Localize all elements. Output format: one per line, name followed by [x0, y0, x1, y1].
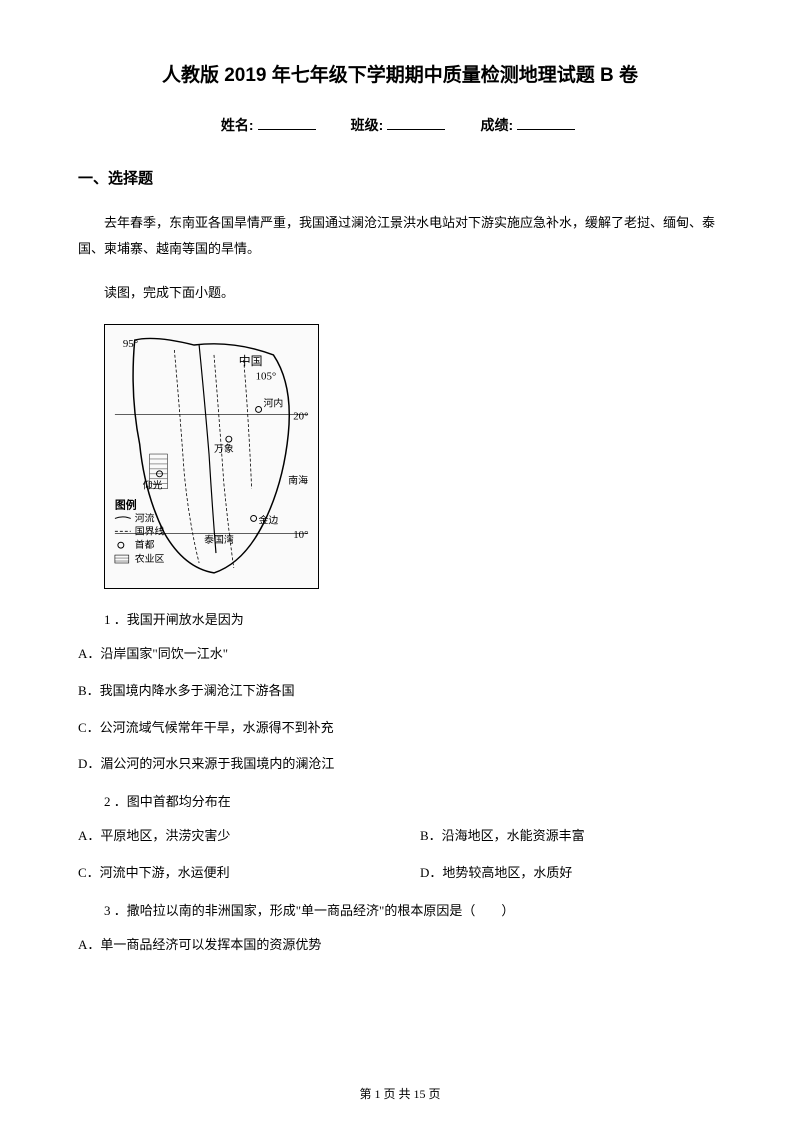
score-blank[interactable] [517, 129, 575, 130]
legend-river-icon [115, 517, 131, 518]
info-row: 姓名: 班级: 成绩: [78, 115, 722, 135]
q3-optA: A．单一商品经济可以发挥本国的资源优势 [78, 935, 722, 956]
legend-title: 图例 [115, 498, 137, 512]
q1-optB: B．我国境内降水多于澜沧江下游各国 [78, 681, 722, 702]
q1-optD: D．湄公河的河水只来源于我国境内的澜沧江 [78, 754, 722, 775]
lat20-label: 20° [293, 410, 308, 422]
name-blank[interactable] [258, 129, 316, 130]
legend-river-label: 河流 [135, 511, 155, 524]
page-title: 人教版 2019 年七年级下学期期中质量检测地理试题 B 卷 [78, 60, 722, 87]
class-blank[interactable] [387, 129, 445, 130]
legend-agri-label: 农业区 [135, 552, 165, 565]
lon105-label: 105° [256, 371, 277, 383]
vientiane-label: 万象 [214, 443, 234, 455]
q2-optD: D．地势较高地区，水质好 [380, 863, 722, 884]
q1-optC: C．公河流域气候常年干旱，水源得不到补充 [78, 718, 722, 739]
map-figure: 95° 中国 105° 20° 河内 万象 仰光 金边 泰国湾 南海 10° 图… [104, 324, 319, 589]
border-line-1 [174, 350, 199, 563]
legend-capital-icon [118, 542, 124, 548]
lon95-label: 95° [123, 338, 138, 350]
map-svg: 95° 中国 105° 20° 河内 万象 仰光 金边 泰国湾 南海 10° 图… [105, 325, 318, 588]
name-label: 姓名: [221, 117, 254, 133]
section-header: 一、选择题 [78, 167, 722, 188]
south-sea-label: 南海 [288, 474, 308, 487]
legend-capital-label: 首都 [135, 538, 155, 551]
border-line-3 [244, 360, 252, 489]
lat10-label: 10° [293, 529, 308, 541]
china-label: 中国 [239, 354, 263, 368]
q2-optC: C．河流中下游，水运便利 [78, 863, 380, 884]
q3-stem: 3 ．撒哈拉以南的非洲国家，形成"单一商品经济"的根本原因是（ ） [78, 900, 722, 919]
score-label: 成绩: [480, 117, 513, 133]
q1-stem: 1 ．我国开闸放水是因为 [78, 609, 722, 628]
phnompenh-label: 金边 [259, 513, 279, 526]
q2-optA: A．平原地区，洪涝灾害少 [78, 826, 380, 847]
class-label: 班级: [351, 117, 384, 133]
page-footer: 第 1 页 共 15 页 [0, 1085, 800, 1102]
read-prompt: 读图，完成下面小题。 [78, 280, 722, 306]
capital-vientiane [226, 436, 232, 442]
legend-border-label: 国界线 [135, 524, 165, 537]
intro-paragraph: 去年春季，东南亚各国旱情严重，我国通过澜沧江景洪水电站对下游实施应急补水，缓解了… [78, 210, 722, 262]
q2-stem: 2 ．图中首都均分布在 [78, 791, 722, 810]
thailand-bay-label: 泰国湾 [204, 533, 234, 546]
q2-optB: B．沿海地区，水能资源丰富 [380, 826, 722, 847]
q1-optA: A．沿岸国家"同饮一江水" [78, 644, 722, 665]
yangon-label: 仰光 [143, 479, 163, 492]
hanoi-label: 河内 [264, 396, 284, 409]
legend-agri-icon [115, 555, 129, 563]
capital-hanoi [256, 406, 262, 412]
capital-phnompenh [251, 515, 257, 521]
